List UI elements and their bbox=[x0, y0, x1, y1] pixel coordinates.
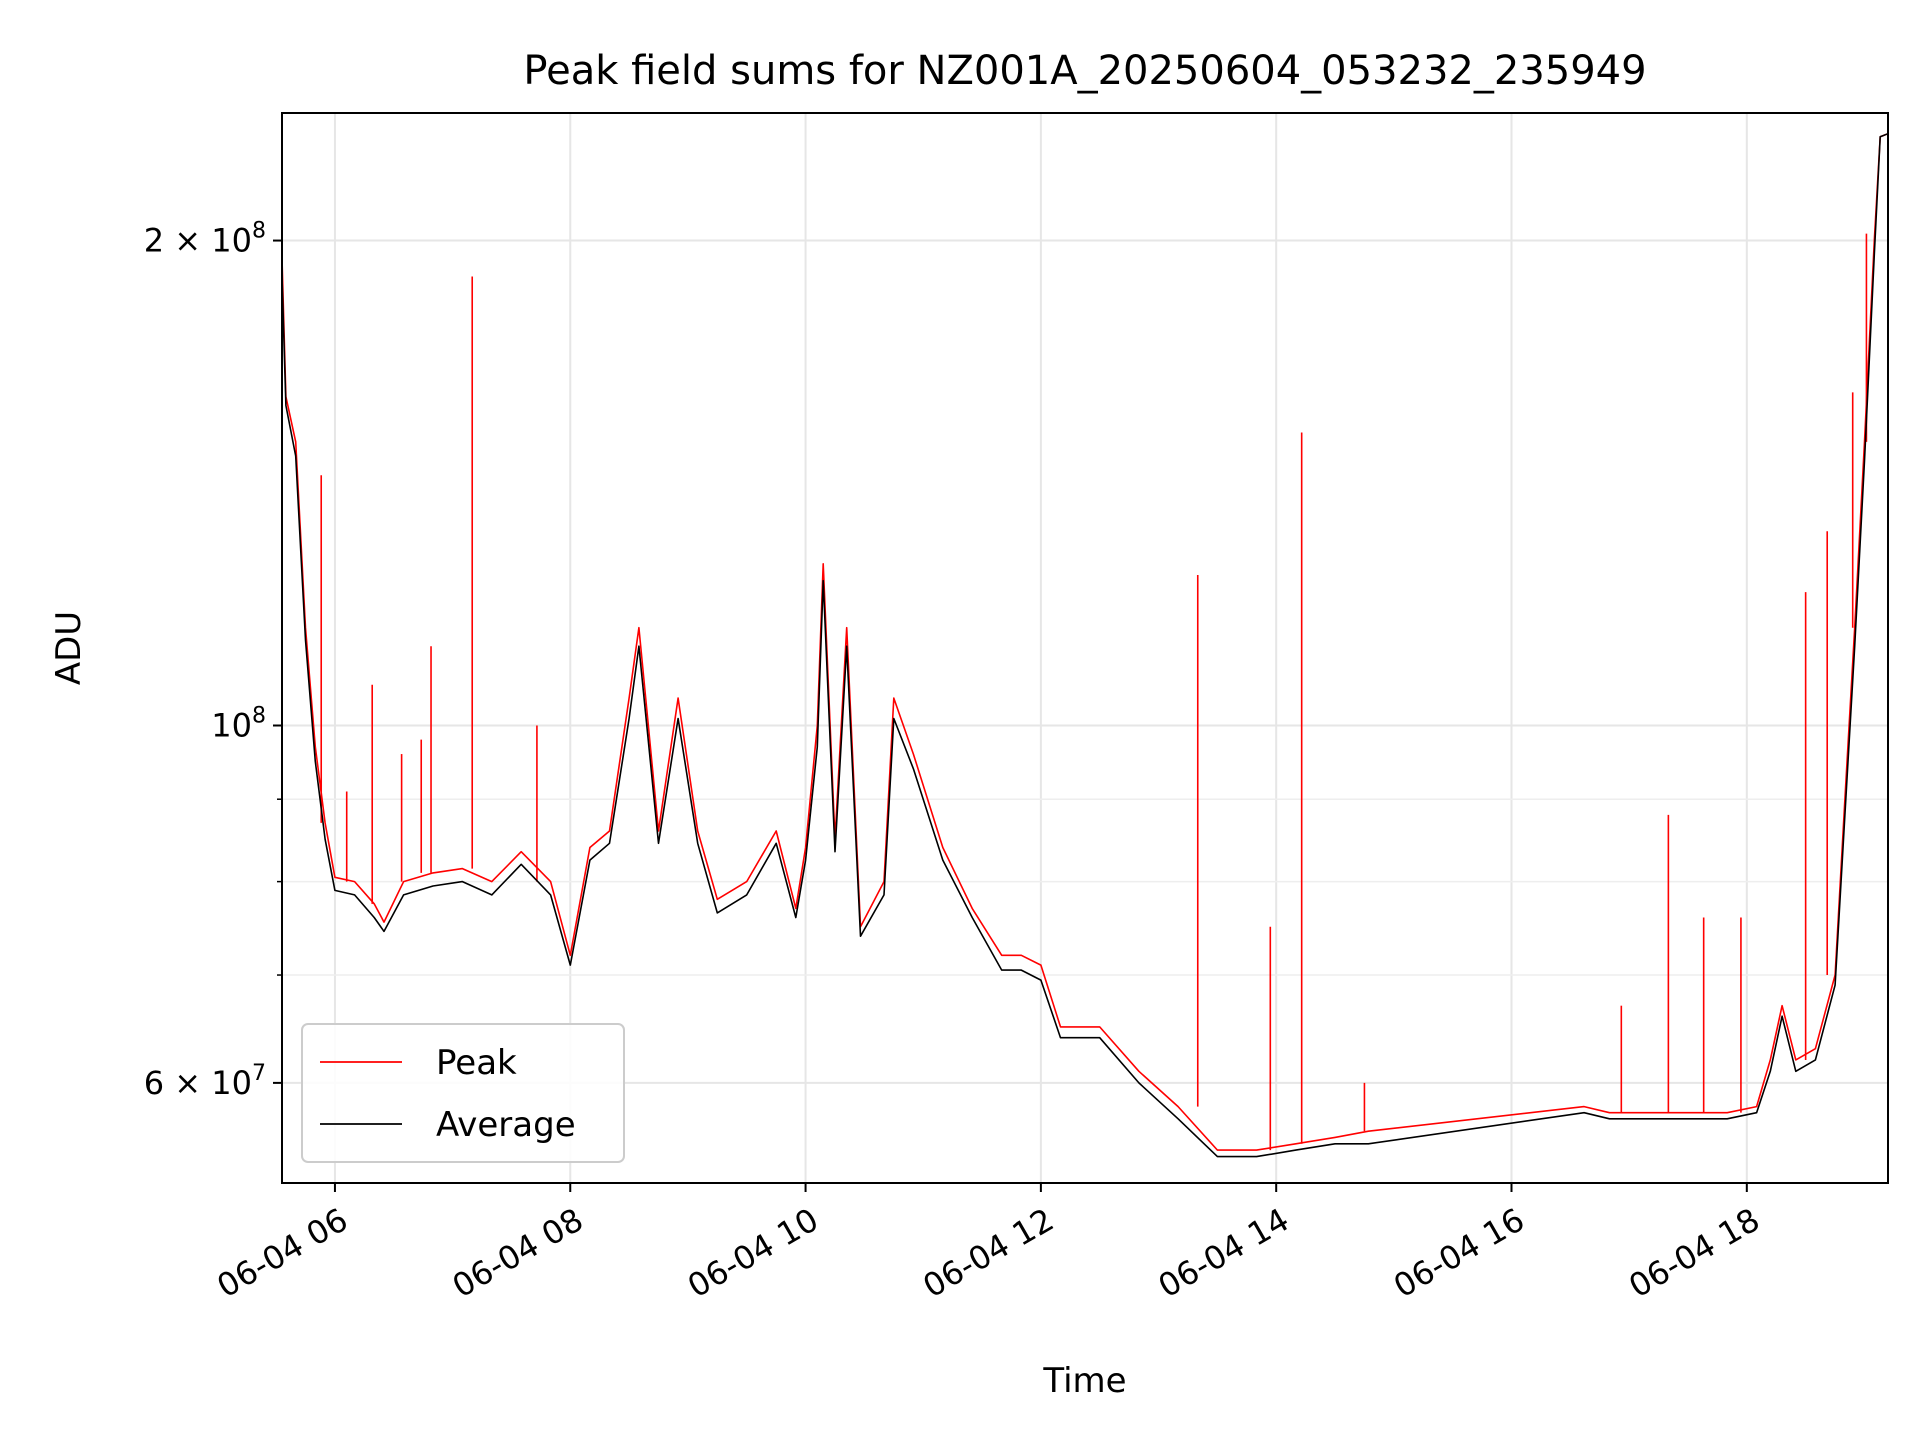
axes-frame bbox=[281, 112, 1889, 1184]
x-axis-label: Time bbox=[1042, 1361, 1126, 1401]
series-layer bbox=[282, 132, 1888, 1158]
series-line-peak bbox=[282, 132, 1888, 1151]
legend: Peak Average bbox=[301, 1023, 625, 1163]
chart-title: Peak field sums for NZ001A_20250604_0532… bbox=[523, 48, 1646, 94]
y-axis-label: ADU bbox=[49, 611, 89, 685]
legend-label: Peak bbox=[436, 1043, 517, 1083]
y-tick-label: 108 bbox=[211, 703, 266, 744]
y-tick-label: 6 × 107 bbox=[144, 1061, 266, 1102]
y-tick-label: 2 × 108 bbox=[144, 219, 266, 260]
series-line-average bbox=[282, 132, 1888, 1158]
legend-box bbox=[301, 1023, 625, 1163]
series-peak bbox=[282, 132, 1888, 1151]
series-average bbox=[282, 132, 1888, 1158]
legend-label: Average bbox=[436, 1105, 576, 1145]
